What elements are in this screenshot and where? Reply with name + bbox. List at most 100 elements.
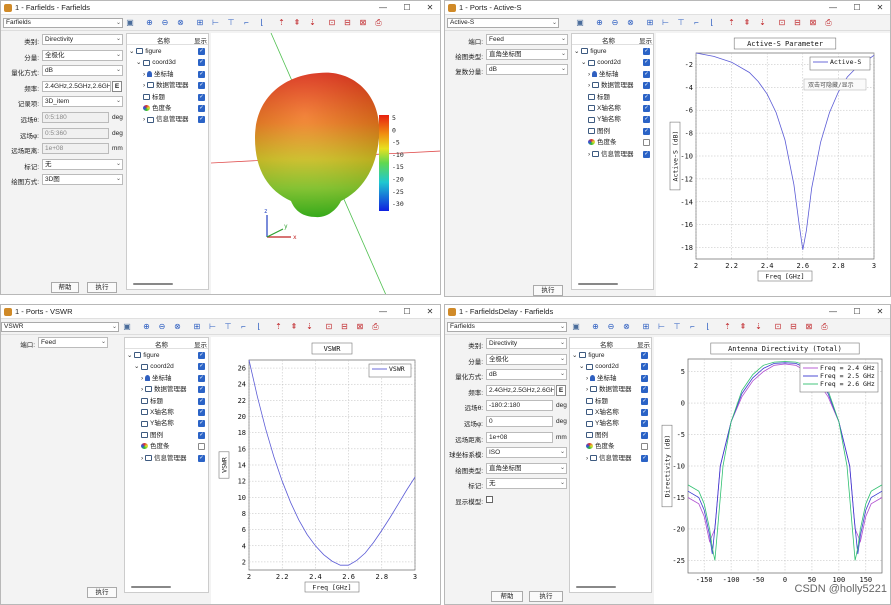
visibility-checkbox[interactable] — [643, 139, 650, 147]
result-select[interactable]: VSWR ⌄ — [1, 322, 119, 332]
legend-box[interactable] — [809, 56, 871, 71]
execute-button[interactable]: 执行 — [533, 285, 563, 296]
arrow-up-icon[interactable]: ⇡ — [728, 18, 735, 27]
axis-x-icon[interactable]: ⊢ — [209, 322, 216, 331]
tree-item[interactable]: ⌄ figure — [127, 350, 160, 361]
visibility-checkbox[interactable]: ✓ — [198, 386, 205, 394]
maximize-button[interactable]: ☐ — [403, 3, 411, 12]
visibility-checkbox[interactable]: ✓ — [198, 48, 205, 55]
zoom-fit-icon[interactable]: ⊗ — [623, 322, 630, 331]
help-button[interactable]: 帮助 — [51, 282, 79, 293]
visibility-checkbox[interactable]: ✓ — [641, 386, 648, 394]
param-field[interactable]: 1e+08 — [486, 431, 553, 443]
visibility-checkbox[interactable]: ✓ — [643, 82, 650, 90]
tree-item[interactable]: 标题 — [588, 92, 610, 103]
arrow-down-icon[interactable]: ⇣ — [755, 322, 762, 331]
export-icon[interactable]: ⊡ — [328, 18, 336, 27]
visibility-checkbox[interactable]: ✓ — [643, 48, 650, 55]
visibility-checkbox[interactable]: ✓ — [198, 431, 205, 439]
visibility-checkbox[interactable]: ✓ — [198, 82, 205, 90]
title-bar[interactable]: 1 - Ports - Active-S — ☐ ✕ — [445, 1, 890, 15]
tree-item[interactable]: Y轴名称 — [588, 114, 621, 125]
param-field[interactable]: Feed ⌄ — [486, 34, 568, 45]
visibility-checkbox[interactable]: ✓ — [198, 409, 205, 416]
visibility-checkbox[interactable]: ✓ — [641, 374, 648, 382]
visibility-checkbox[interactable]: ✓ — [641, 363, 648, 371]
print-icon[interactable]: ⎙ — [821, 322, 828, 331]
zoom-in-icon[interactable]: ⊕ — [143, 322, 150, 331]
visibility-checkbox[interactable]: ✓ — [643, 127, 650, 135]
tree-item[interactable]: › 信息管理器 — [143, 114, 188, 125]
tree-item[interactable]: ⌄ coord3d — [136, 57, 176, 68]
tree-item[interactable]: › 坐标轴 — [141, 373, 171, 384]
tree-item[interactable]: › 数据管理器 — [586, 384, 631, 395]
tree-item[interactable]: ⌄ figure — [572, 350, 605, 361]
print-icon[interactable]: ⎙ — [375, 18, 382, 27]
visibility-checkbox[interactable]: ✓ — [643, 93, 650, 101]
axis-y-icon[interactable]: ⊤ — [224, 322, 232, 331]
tree-item[interactable]: 图例 — [588, 126, 610, 137]
copy-icon[interactable]: ⊟ — [344, 18, 351, 27]
plot-area[interactable]: Active-S Parameter 2 2.2 2.4 2.6 2.8 3 -2 -4 -6 -8… — [656, 33, 890, 296]
visibility-checkbox[interactable]: ✓ — [198, 105, 205, 112]
chevron-right-icon[interactable]: › — [141, 454, 145, 462]
chevron-right-icon[interactable]: › — [588, 82, 592, 90]
chart-icon[interactable]: ⊠ — [809, 18, 817, 27]
tree-item[interactable]: 标题 — [141, 396, 163, 407]
chart-icon[interactable]: ⊠ — [356, 322, 364, 331]
tree-item[interactable]: Y轴名称 — [586, 418, 619, 429]
execute-button[interactable]: 执行 — [529, 591, 563, 602]
export-icon[interactable]: ⊡ — [325, 322, 333, 331]
tree-item[interactable]: › 坐标轴 — [143, 69, 173, 80]
visibility-checkbox[interactable]: ✓ — [198, 116, 205, 124]
axis-x-icon[interactable]: ⊢ — [212, 18, 219, 27]
zoom-in-icon[interactable]: ⊕ — [592, 322, 599, 331]
tree-item[interactable]: ⌄ coord2d — [579, 361, 619, 372]
param-field[interactable]: 直角坐标图 ⌄ — [486, 462, 567, 474]
title-bar[interactable]: 1 - FarfieldsDelay - Farfields — ☐ ✕ — [445, 305, 890, 319]
tree-item[interactable]: ⌄ figure — [574, 46, 607, 57]
copy-icon[interactable]: ⊟ — [790, 322, 797, 331]
chevron-down-icon[interactable]: ⌄ — [129, 48, 137, 55]
tree-item[interactable]: Y轴名称 — [141, 418, 174, 429]
chevron-right-icon[interactable]: › — [586, 374, 590, 382]
plot-area-3d[interactable]: 5 0 -5 -10 -15 -20 -25 -30 z x y — [211, 33, 440, 294]
visibility-checkbox[interactable]: ✓ — [198, 352, 205, 359]
horizontal-scrollbar[interactable] — [133, 283, 173, 285]
param-field[interactable]: dB ⌄ — [42, 65, 123, 77]
copy-icon[interactable]: ⊟ — [341, 322, 348, 331]
visibility-checkbox[interactable]: ✓ — [641, 397, 648, 405]
arrow-down-icon[interactable]: ⇣ — [759, 18, 766, 27]
result-select[interactable]: Farfields ⌄ — [447, 322, 567, 332]
tree-item[interactable]: › 坐标轴 — [588, 69, 618, 80]
chevron-right-icon[interactable]: › — [588, 150, 592, 158]
param-field[interactable]: 直角坐标图 ⌄ — [486, 49, 568, 60]
visibility-checkbox[interactable]: ✓ — [198, 374, 205, 382]
param-field[interactable]: 3D图 ⌄ — [42, 174, 123, 186]
param-field[interactable]: dB ⌄ — [486, 64, 568, 75]
chevron-down-icon[interactable]: ⌄ — [574, 48, 582, 55]
visibility-checkbox[interactable]: ✓ — [643, 150, 650, 158]
tree-item[interactable]: X轴名称 — [586, 407, 619, 418]
arrow-top-icon[interactable]: ⇞ — [743, 18, 751, 27]
chevron-down-icon[interactable]: ⌄ — [134, 363, 142, 371]
maximize-button[interactable]: ☐ — [853, 3, 861, 12]
tree-item[interactable]: › 数据管理器 — [143, 80, 188, 91]
chevron-down-icon[interactable]: ⌄ — [581, 59, 589, 67]
chevron-right-icon[interactable]: › — [141, 386, 145, 394]
axis-icon[interactable]: ⌐ — [690, 322, 695, 331]
tree-item[interactable]: X轴名称 — [141, 407, 174, 418]
axis-icon[interactable]: ⌐ — [694, 18, 699, 27]
chevron-right-icon[interactable]: › — [143, 82, 147, 90]
chevron-right-icon[interactable]: › — [586, 386, 590, 394]
arrow-up-icon[interactable]: ⇡ — [275, 322, 282, 331]
close-button[interactable]: ✕ — [426, 3, 434, 12]
edit-frequency-button[interactable]: E — [112, 80, 122, 92]
maximize-button[interactable]: ☐ — [403, 307, 411, 316]
param-field[interactable]: 0:5:360 — [42, 127, 109, 139]
minimize-button[interactable]: — — [829, 307, 837, 316]
param-field[interactable]: 3D_item ⌄ — [42, 96, 123, 108]
axis-add-icon[interactable]: ⊞ — [193, 322, 201, 331]
visibility-checkbox[interactable]: ✓ — [198, 420, 205, 428]
chevron-right-icon[interactable]: › — [143, 116, 147, 124]
